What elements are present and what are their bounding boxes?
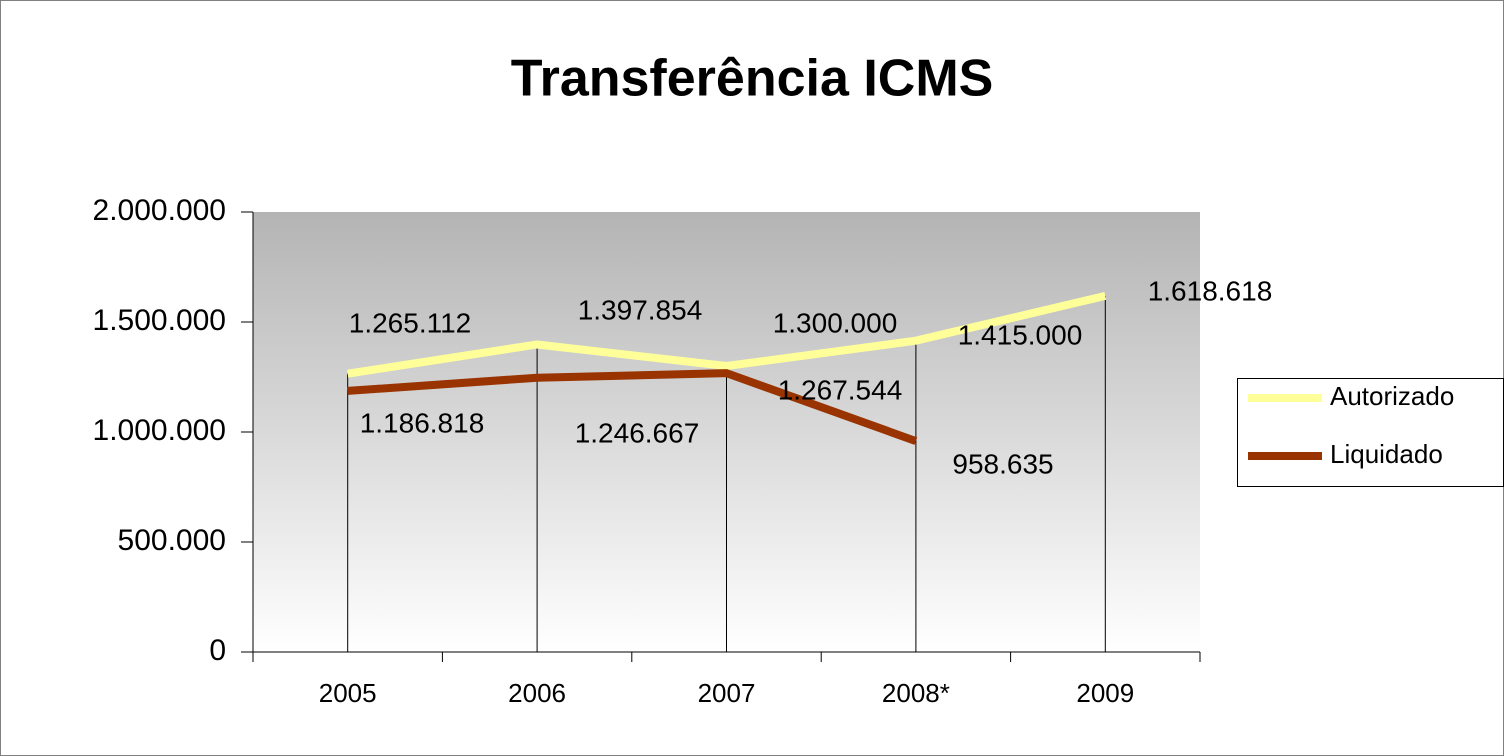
y-tick-label: 1.000.000 [93, 414, 226, 447]
value-label: 1.267.544 [778, 374, 903, 405]
x-tick-label: 2009 [1076, 678, 1134, 708]
y-tick-label: 1.500.000 [93, 304, 226, 337]
chart-title: Transferência ICMS [511, 50, 994, 108]
value-label: 1.265.112 [349, 307, 472, 338]
legend-label: Autorizado [1330, 381, 1454, 411]
y-tick-label: 0 [209, 634, 226, 667]
value-label: 958.635 [952, 448, 1053, 479]
series-line [347, 369, 918, 445]
legend-label: Liquidado [1330, 439, 1443, 469]
value-label: 1.397.854 [578, 294, 703, 325]
x-tick-label: 2007 [698, 678, 756, 708]
y-tick-label: 2.000.000 [93, 194, 226, 227]
value-label: 1.246.667 [575, 417, 700, 448]
y-tick-label: 500.000 [118, 524, 226, 557]
x-tick-label: 2008* [882, 678, 950, 708]
value-label: 1.186.818 [360, 407, 485, 438]
value-label: 1.415.000 [958, 319, 1083, 350]
value-label: 1.300.000 [773, 307, 898, 338]
series-line [347, 292, 1107, 378]
value-label: 1.618.618 [1148, 275, 1273, 306]
x-tick-label: 2005 [319, 678, 377, 708]
legend-box [1237, 378, 1504, 487]
x-tick-label: 2006 [508, 678, 566, 708]
